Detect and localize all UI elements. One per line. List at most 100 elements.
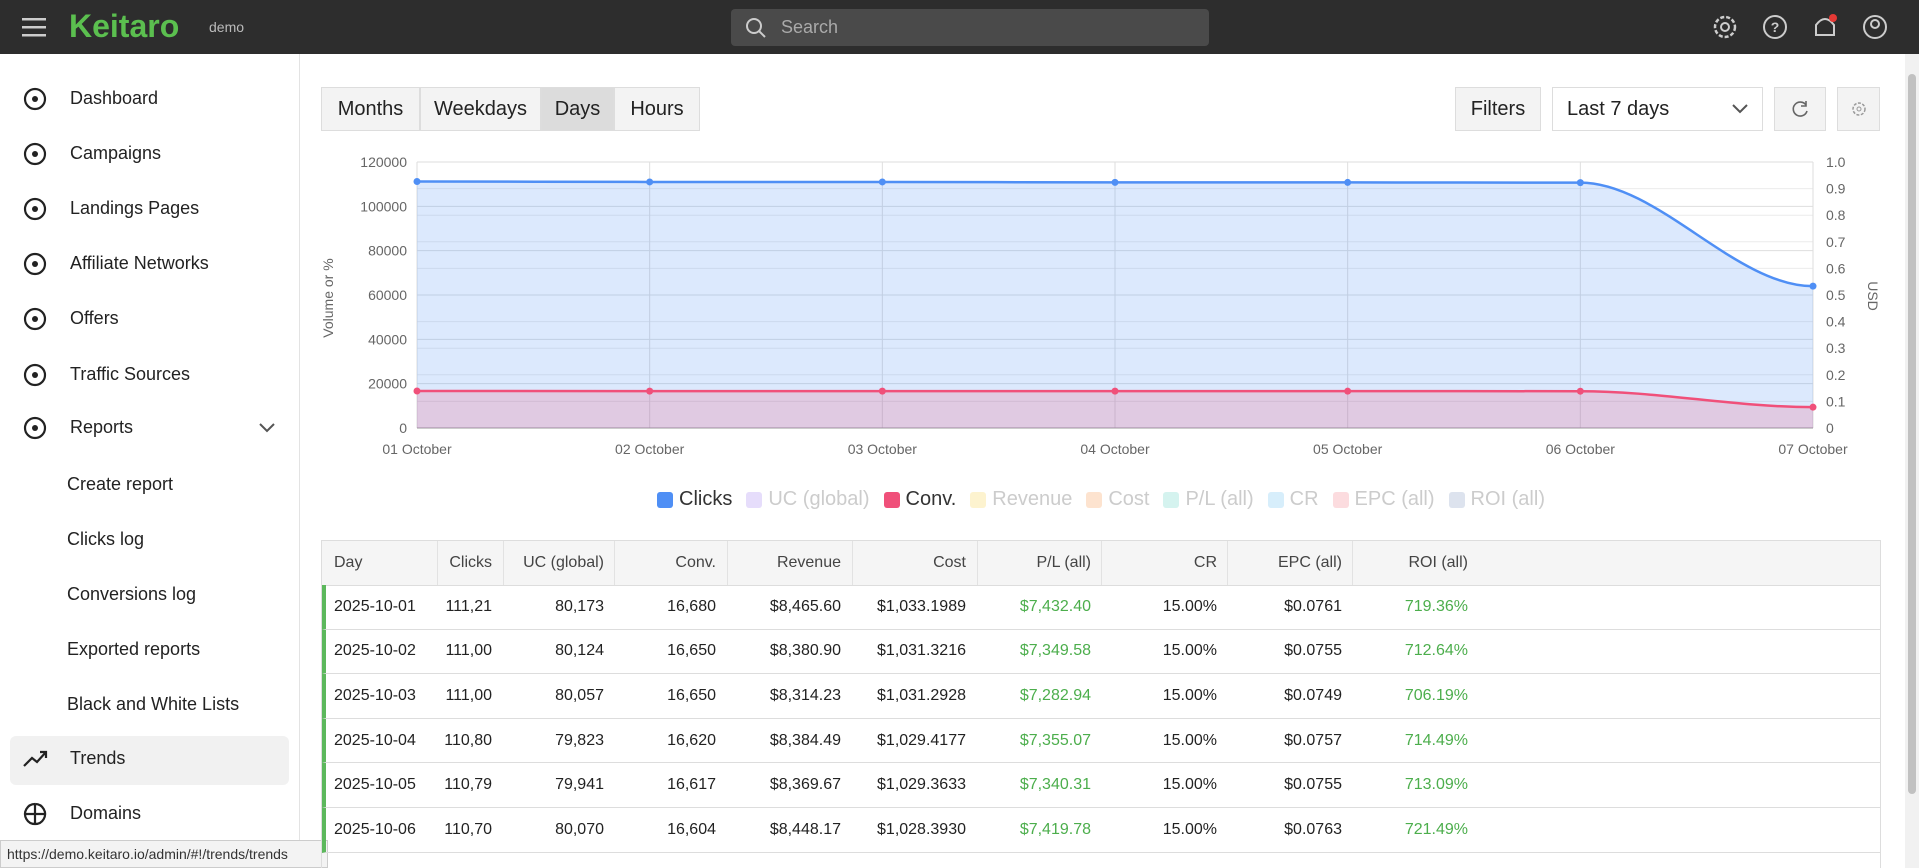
column-header[interactable]: EPC (all) — [1277, 554, 1342, 571]
y2-tick-label: 0.3 — [1826, 340, 1846, 356]
point — [413, 387, 421, 395]
tab-button[interactable]: Weekdays — [420, 87, 541, 131]
active-item-bg — [10, 736, 289, 785]
legend-item[interactable]: ROI (all) — [1448, 488, 1545, 511]
column-header[interactable]: Day — [334, 554, 363, 571]
y2-tick-label: 0.2 — [1826, 367, 1846, 383]
legend-label: Conv. — [905, 488, 957, 510]
period-label: Last 7 days — [1567, 97, 1670, 120]
y2-tick-label: 0.7 — [1826, 234, 1846, 250]
sub-nav-item[interactable]: Conversions log — [67, 584, 197, 604]
table-cell: $7,419.78 — [1019, 820, 1091, 838]
svg-text:?: ? — [1771, 19, 1780, 35]
nav-item[interactable]: Dashboard — [70, 88, 159, 108]
point — [1809, 282, 1817, 290]
table-cell: 2025-10-03 — [334, 686, 416, 704]
sub-nav-item[interactable]: Exported reports — [67, 639, 201, 659]
point — [1111, 387, 1119, 395]
icon-shape — [23, 252, 47, 276]
logo[interactable]: Keitaro — [69, 8, 180, 44]
x-tick-label: 02 October — [615, 441, 685, 457]
legend-swatch — [746, 491, 763, 508]
legend-swatch — [883, 491, 900, 508]
column-border — [1352, 541, 1353, 585]
column-border — [1227, 541, 1228, 585]
nav-item[interactable]: Affiliate Networks — [70, 253, 209, 273]
table-cell: $1,029.3633 — [877, 776, 966, 794]
column-border — [977, 541, 978, 585]
period-select[interactable]: Last 7 days — [1552, 87, 1763, 131]
nav-item[interactable]: Campaigns — [70, 143, 162, 163]
legend-item[interactable]: Conv. — [883, 488, 957, 511]
filters-button[interactable]: Filters — [1455, 87, 1541, 131]
refresh-button[interactable] — [1774, 87, 1826, 131]
legend-item[interactable]: Cost — [1086, 488, 1149, 511]
table-cell: $1,031.2928 — [877, 686, 966, 704]
column-header[interactable]: ROI (all) — [1408, 554, 1468, 571]
legend-item[interactable]: Revenue — [970, 488, 1072, 511]
table-cell: $8,448.17 — [769, 820, 841, 838]
icon-shape — [23, 802, 47, 826]
table-cell: 2025-10-02 — [334, 642, 416, 660]
legend-swatch — [1086, 491, 1103, 508]
nav-item[interactable]: Landings Pages — [70, 198, 200, 218]
table-cell: $1,029.4177 — [877, 731, 966, 749]
table-cell: 15.00% — [1162, 597, 1217, 615]
point — [878, 387, 886, 395]
column-header[interactable]: UC (global) — [523, 554, 604, 571]
column-header[interactable]: Revenue — [776, 554, 841, 571]
legend-item[interactable]: CR — [1267, 488, 1319, 511]
tab-button[interactable]: Days — [541, 87, 614, 131]
nav-item[interactable]: Domains — [70, 803, 142, 823]
column-border — [437, 541, 438, 585]
icon-shape — [23, 142, 47, 166]
legend-swatch — [1163, 491, 1180, 508]
y-tick-label: 120000 — [360, 154, 407, 170]
icon-shape — [32, 96, 38, 102]
legend-item[interactable]: P/L (all) — [1163, 488, 1254, 511]
table-cell: 15.00% — [1162, 776, 1217, 794]
column-header[interactable]: CR — [1193, 554, 1217, 571]
table-cell: 16,650 — [667, 642, 716, 660]
column-header[interactable]: Cost — [933, 554, 966, 571]
column-header[interactable]: Clicks — [449, 554, 492, 571]
icon-shape — [32, 316, 38, 322]
legend-label: ROI (all) — [1470, 488, 1545, 510]
column-border — [727, 541, 728, 585]
nav-item[interactable]: Reports — [70, 417, 134, 437]
legend-item[interactable]: UC (global) — [746, 488, 870, 511]
nav-item[interactable]: Trends — [70, 748, 126, 768]
nav-icon — [23, 197, 47, 221]
settings-button[interactable] — [1837, 87, 1880, 131]
legend-item[interactable]: EPC (all) — [1332, 488, 1435, 511]
y2-tick-label: 0.8 — [1826, 207, 1846, 223]
nav-icon — [23, 307, 47, 331]
nav-item[interactable]: Offers — [70, 308, 119, 328]
table-cell: 110,70 — [444, 820, 492, 838]
icon-shape — [32, 425, 38, 431]
column-border — [614, 541, 615, 585]
y2-tick-label: 1.0 — [1826, 154, 1846, 170]
sidebar: Dashboard Campaigns Landings Pages Affiliat… — [0, 54, 300, 868]
table-cell: $8,314.23 — [769, 686, 841, 704]
tab-button[interactable]: Hours — [614, 87, 700, 131]
legend-swatch — [657, 491, 673, 508]
sub-nav-item[interactable]: Black and White Lists — [67, 694, 240, 714]
area — [417, 391, 1813, 428]
column-header[interactable]: P/L (all) — [1036, 554, 1091, 571]
chevron — [259, 423, 275, 433]
sub-nav-item[interactable]: Create report — [67, 474, 174, 494]
search-box[interactable]: Search — [731, 9, 1209, 46]
table-cell: 15.00% — [1162, 686, 1217, 704]
table-cell: $1,031.3216 — [877, 642, 966, 660]
nav-item[interactable]: Traffic Sources — [70, 364, 191, 384]
table-cell: 110,79 — [444, 776, 492, 794]
menu-button[interactable] — [22, 16, 46, 38]
sub-nav-item[interactable]: Clicks log — [67, 529, 145, 549]
legend-label: CR — [1289, 488, 1319, 510]
column-border — [852, 541, 853, 585]
tab-button[interactable]: Months — [321, 87, 420, 131]
column-header[interactable]: Conv. — [675, 554, 716, 571]
legend-item[interactable]: Clicks — [657, 488, 732, 511]
scrollbar[interactable] — [1905, 54, 1919, 868]
